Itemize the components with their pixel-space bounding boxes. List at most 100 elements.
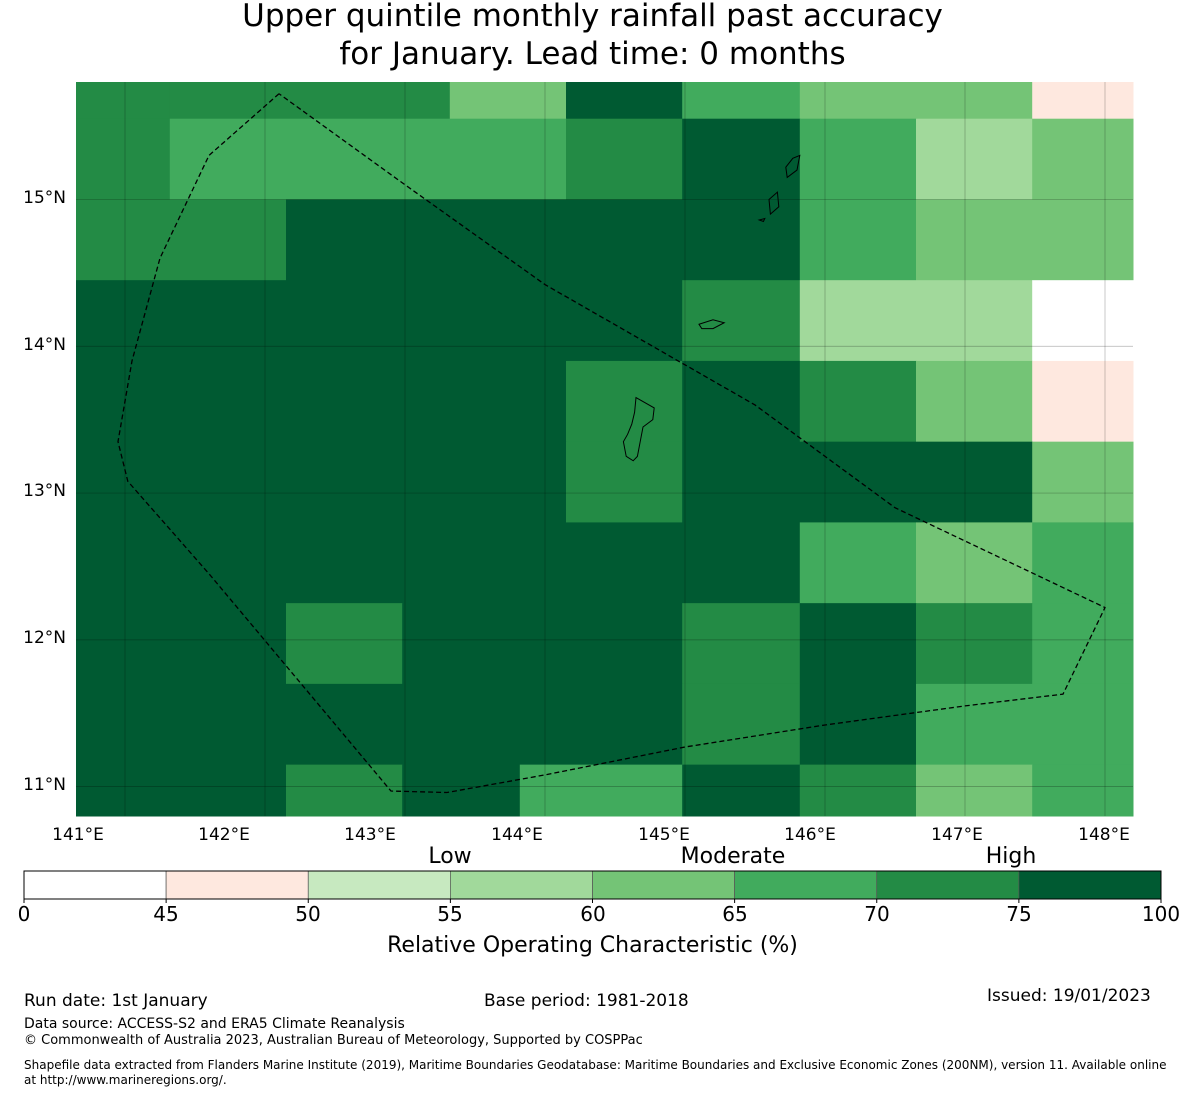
grid-cell [1032,360,1134,443]
grid-cell [1032,82,1134,120]
colorbar-tick: 50 [295,902,321,926]
grid-cell [76,683,683,766]
colorbar-segment [165,870,309,900]
lon-label-142: 142°E [198,825,250,845]
grid-cell [402,603,683,685]
grid-cell [286,764,403,817]
lon-label-148: 148°E [1078,825,1130,845]
grid-cell [682,360,801,443]
colorbar-tick: 45 [153,902,179,926]
grid-cell [1032,603,1134,685]
grid-cell [76,82,171,120]
base-period: Base period: 1981-2018 [484,991,689,1011]
grid-cell [76,522,801,604]
colorbar-segment [734,870,878,900]
copyright: © Commonwealth of Australia 2023, Austra… [24,1033,643,1048]
grid-cell [566,82,683,120]
grid-cell [916,764,1033,817]
graticule [76,82,1133,816]
grid-cells [76,82,1134,817]
grid-cell [682,280,801,362]
colorbar-segment [592,870,735,900]
colorbar-tick: 0 [17,902,31,926]
grid-cell [169,118,567,200]
colorbar-segment [307,870,451,900]
grid-cell [76,118,171,200]
lon-label-141: 141°E [52,825,104,845]
lat-label-15: 15°N [23,188,66,208]
lat-label-13: 13°N [23,481,66,501]
islands [622,154,801,462]
grid-cell [682,118,801,200]
grid-cell [76,764,287,817]
grid-cell [286,199,801,281]
grid-cell [799,683,917,766]
grid-cell [76,199,287,281]
grid-cell [1032,441,1134,523]
grid-cell [519,764,683,817]
lat-label-11: 11°N [23,775,66,795]
colorbar-tick: 60 [580,902,606,926]
grid-cell [286,603,403,685]
colorbar-tick: 65 [722,902,748,926]
data-source: Data source: ACCESS-S2 and ERA5 Climate … [24,1016,405,1032]
category-low: Low [428,844,472,869]
chart-title-line-1: Upper quintile monthly rainfall past acc… [242,0,943,34]
colorbar-segment [876,870,1020,900]
island-aguijan [757,217,766,223]
grid-cell [799,280,1033,362]
grid-cell [682,683,801,766]
lon-label-147: 147°E [931,825,983,845]
lon-label-145: 145°E [638,825,690,845]
grid-cell [1032,764,1134,817]
grid-cell [799,603,917,685]
grid-cell [76,360,567,443]
grid-cell [449,82,567,120]
colorbar-tick: 75 [1006,902,1032,926]
island-tinian [768,191,780,216]
grid-cell [76,441,567,523]
grid-cell [1032,280,1134,362]
grid-cell [76,603,287,685]
island-saipan [785,154,801,179]
grid-cell [916,199,1134,281]
lat-label-12: 12°N [23,628,66,648]
grid-cell [682,82,801,120]
shapefile-credit-line-2: at http://www.marineregions.org/. [24,1073,227,1087]
grid-cell [916,683,1134,766]
island-rota [698,319,726,330]
grid-cell [916,522,1033,604]
colorbar-tick: 70 [864,902,890,926]
lon-label-146: 146°E [784,825,836,845]
run-date: Run date: 1st January [24,991,208,1011]
grid-cell [1032,522,1134,604]
colorbar [23,870,1162,903]
issued-date: Issued: 19/01/2023 [987,986,1151,1006]
grid-cell [799,82,1033,120]
lon-label-143: 143°E [344,825,396,845]
grid-cell [799,360,917,443]
shapefile-credit-line-1: Shapefile data extracted from Flanders M… [24,1058,1167,1072]
lat-label-14: 14°N [23,335,66,355]
grid-cell [799,522,917,604]
category-high: High [985,844,1037,869]
grid-cell [916,603,1033,685]
category-moderate: Moderate [680,844,786,869]
grid-cell [566,441,683,523]
colorbar-tick: 55 [437,902,463,926]
lon-label-144: 144°E [491,825,543,845]
island-guam [622,396,655,462]
grid-cell [916,118,1033,200]
colorbar-segment [23,870,167,900]
grid-cell [682,764,801,817]
chart-title-line-2: for January. Lead time: 0 months [339,36,846,72]
grid-cell [169,82,451,120]
grid-cell [799,118,917,200]
colorbar-segment [1018,870,1162,900]
grid-cell [566,360,683,443]
grid-cell [799,764,917,817]
grid-cell [1032,118,1134,200]
eez-boundary [117,93,1106,794]
grid-cell [799,199,917,281]
colorbar-segment [450,870,593,900]
